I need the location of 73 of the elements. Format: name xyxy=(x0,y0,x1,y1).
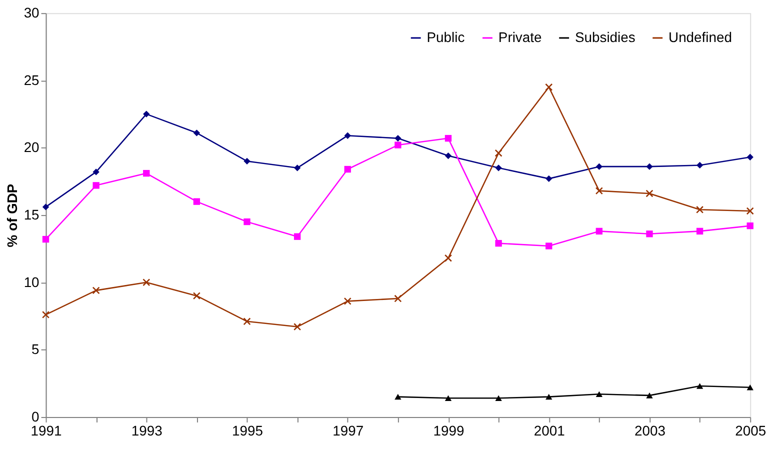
point xyxy=(92,182,100,189)
point xyxy=(596,163,603,170)
point xyxy=(394,294,402,302)
point xyxy=(696,162,704,169)
point xyxy=(294,322,302,331)
x-tick-label: 1991 xyxy=(30,422,62,438)
legend-label: Subsidies xyxy=(575,28,636,45)
legend-label: Public xyxy=(426,28,465,45)
legend-label: Undefined xyxy=(668,28,732,45)
point xyxy=(344,132,351,139)
y-tick-label: 25 xyxy=(24,72,40,88)
point xyxy=(344,166,351,173)
point xyxy=(646,392,653,398)
point xyxy=(42,204,50,210)
point xyxy=(444,134,452,142)
point xyxy=(696,383,704,389)
x-tick-label: 1999 xyxy=(433,422,464,438)
point xyxy=(394,134,402,142)
point xyxy=(42,310,50,318)
point xyxy=(444,395,452,402)
point xyxy=(746,384,754,390)
point xyxy=(92,168,100,176)
point xyxy=(596,391,603,397)
y-tick-label: 10 xyxy=(24,274,40,290)
point xyxy=(42,236,50,243)
point xyxy=(646,190,654,198)
y-axis-title: % of GDP xyxy=(4,184,20,248)
y-tick-label: 0 xyxy=(32,408,40,424)
y-tick-label: 20 xyxy=(24,139,40,156)
point xyxy=(494,149,502,157)
x-tick-label: 2003 xyxy=(634,422,666,438)
y-tick-label: 5 xyxy=(32,341,40,358)
point xyxy=(746,222,754,230)
point xyxy=(244,218,250,226)
point xyxy=(294,164,301,172)
y-tick-label: 30 xyxy=(24,4,40,21)
point xyxy=(646,163,653,170)
point xyxy=(244,158,250,165)
point xyxy=(394,394,402,400)
point xyxy=(746,154,754,160)
point xyxy=(193,130,200,136)
x-tick-label: 1995 xyxy=(232,422,264,438)
point xyxy=(595,187,603,195)
point xyxy=(545,83,553,91)
point xyxy=(344,297,352,305)
point xyxy=(444,152,452,160)
y-tick-label: 15 xyxy=(24,206,40,223)
point xyxy=(646,230,653,238)
point xyxy=(243,318,251,326)
legend-label: Private xyxy=(498,28,542,45)
point xyxy=(596,228,603,235)
point xyxy=(294,233,301,240)
x-tick-label: 1997 xyxy=(332,422,364,438)
point xyxy=(546,394,552,400)
x-tick-label: 2001 xyxy=(534,422,566,438)
point xyxy=(193,198,200,205)
point xyxy=(394,142,402,148)
point xyxy=(696,206,704,214)
point xyxy=(92,286,100,294)
point xyxy=(444,254,452,262)
point xyxy=(495,164,502,172)
point xyxy=(746,207,754,215)
x-tick-label: 1993 xyxy=(131,422,163,438)
point xyxy=(546,175,552,182)
point xyxy=(495,240,502,247)
point xyxy=(192,292,200,300)
point xyxy=(143,110,150,118)
point xyxy=(546,242,552,250)
point xyxy=(142,278,150,286)
point xyxy=(143,170,150,177)
x-tick-label: 2005 xyxy=(735,422,766,438)
point xyxy=(495,395,502,402)
point xyxy=(696,228,704,235)
